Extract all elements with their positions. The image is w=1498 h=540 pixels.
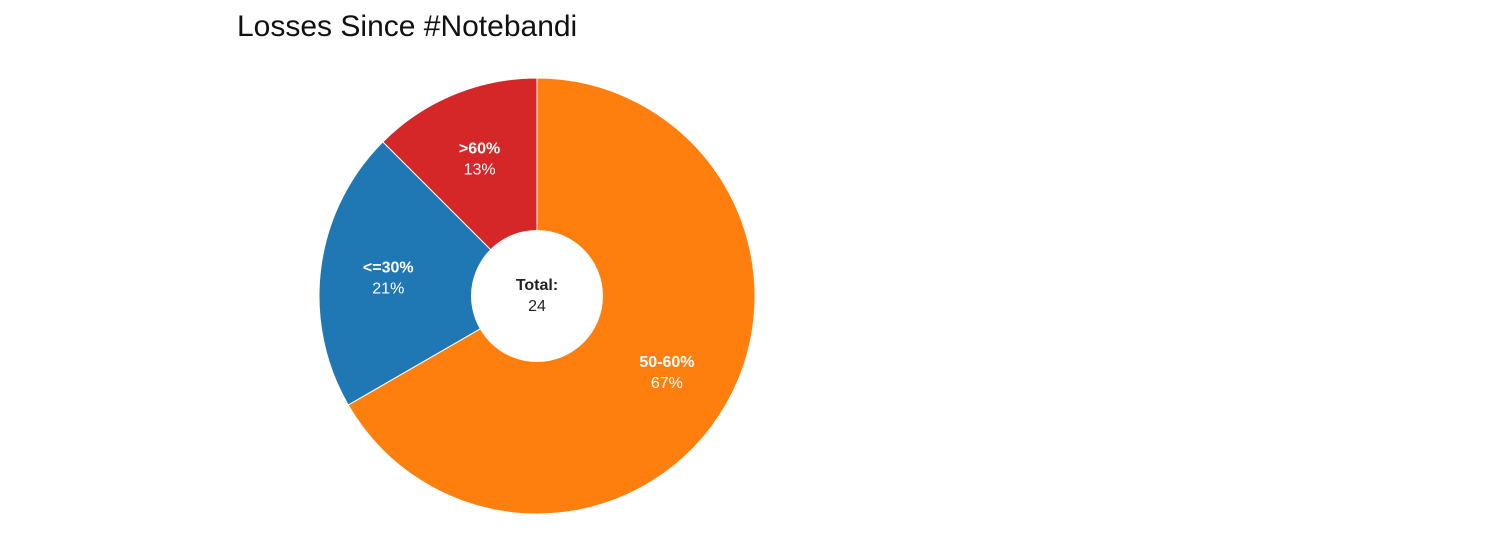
slice-1 [318,141,538,406]
center-label-title: Total: [516,277,558,294]
slice-2 [382,77,538,298]
slice-label-name-0: 50-60% [639,354,694,371]
slice-label-percent-1: 21% [372,280,404,297]
chart-title: Losses Since #Notebandi [237,10,578,43]
slice-label-percent-2: 13% [464,161,496,178]
slice-label-name-1: <=30% [363,259,414,276]
center-label: Total: 24 [516,277,558,315]
slice-labels: 50-60% 67% <=30% 21% >60% 13% [363,140,695,392]
slice-label-percent-0: 67% [651,375,683,392]
slice-label-name-2: >60% [459,140,500,157]
donut-hole [471,230,603,362]
center-label-value: 24 [528,298,546,315]
